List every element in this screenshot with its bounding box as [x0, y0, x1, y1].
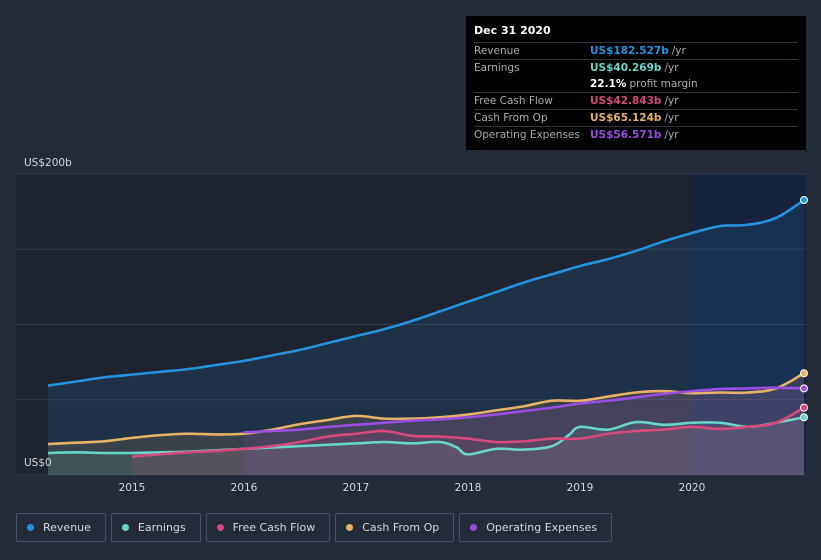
tooltip-value: 22.1%: [590, 77, 627, 90]
x-tick-label: 2019: [567, 482, 594, 494]
earnings-endpoint: [800, 413, 808, 422]
tooltip-value: US$56.571b: [590, 128, 662, 141]
tooltip-value: US$42.843b: [590, 95, 662, 108]
tooltip-unit: /yr: [664, 61, 679, 74]
x-tick-label: 2015: [119, 482, 146, 494]
tooltip-row: Free Cash Flow US$42.843b/yr: [474, 92, 798, 109]
gridlines: [16, 173, 806, 476]
tooltip-label: Revenue: [474, 44, 520, 57]
tooltip-unit: /yr: [664, 112, 679, 125]
cash-from-op-endpoint: [800, 369, 808, 378]
tooltip-label: Cash From Op: [474, 112, 548, 125]
x-tick-label: 2020: [679, 482, 706, 494]
legend-label: Cash From Op: [362, 521, 440, 534]
x-tick-label: 2017: [343, 482, 370, 494]
tooltip-row: Cash From Op US$65.124b/yr: [474, 109, 798, 126]
free-cash-flow-area: [132, 407, 804, 475]
legend-item-revenue[interactable]: Revenue: [16, 513, 106, 542]
tooltip-row: Earnings US$40.269b/yr: [474, 58, 798, 76]
tooltip-label: Earnings: [474, 61, 520, 74]
legend-dot-icon: [470, 524, 478, 531]
tooltip-row: 22.1% profit margin: [474, 76, 798, 93]
legend-item-operating-expenses[interactable]: Operating Expenses: [459, 513, 613, 542]
tooltip-value: US$182.527b: [590, 44, 669, 57]
x-tick-label: 2016: [231, 482, 258, 494]
revenue-endpoint: [800, 196, 808, 204]
tooltip-rows: Revenue US$182.527b/yr Earnings US$40.269b /…: [474, 42, 798, 143]
legend-label: Free Cash Flow: [232, 521, 316, 534]
y-axis-top-label: US$200b: [24, 157, 72, 169]
y-axis-bottom-label: US$0: [24, 457, 52, 469]
legend: Revenue Earnings Free Cash Flow Cash From O…: [16, 513, 613, 542]
legend-item-cash-from-op[interactable]: Cash From Op: [335, 513, 455, 542]
tooltip-value: US$40.269b: [590, 61, 662, 74]
legend-dot-icon: [121, 524, 129, 531]
tooltip-unit: /yr: [671, 44, 686, 57]
legend-label: Operating Expenses: [486, 521, 598, 534]
revenue-line: [47, 198, 805, 387]
free-cash-flow-line: [131, 406, 805, 458]
tooltip-unit: profit margin: [629, 77, 698, 90]
tooltip-row: Revenue US$182.527b/yr: [474, 42, 798, 59]
legend-dot-icon: [216, 524, 224, 531]
legend-dot-icon: [27, 524, 34, 531]
revenue-area: [48, 200, 804, 475]
x-tick-label: 2018: [455, 482, 482, 494]
tooltip-unit: /yr: [664, 95, 679, 108]
tooltip-date: Dec 31 2020: [474, 24, 551, 37]
legend-item-earnings[interactable]: Earnings: [110, 513, 201, 542]
tooltip-value: US$65.124b: [590, 112, 662, 125]
tooltip-label: Operating Expenses: [474, 128, 580, 141]
legend-label: Earnings: [137, 521, 186, 534]
series-endpoints: [800, 196, 808, 422]
operating-expenses-line: [243, 386, 805, 434]
tooltip-label: Free Cash Flow: [474, 95, 553, 108]
legend-item-free-cash-flow[interactable]: Free Cash Flow: [205, 513, 331, 542]
series-lines: [47, 198, 805, 458]
legend-label: Revenue: [43, 521, 91, 534]
legend-dot-icon: [346, 524, 354, 531]
tooltip-unit: /yr: [664, 128, 679, 141]
operating-expenses-area: [244, 387, 804, 475]
operating-expenses-endpoint: [800, 384, 808, 393]
tooltip-row: Operating Expenses US$56.571b/yr: [474, 125, 798, 143]
free-cash-flow-endpoint: [800, 403, 808, 412]
x-axis: 2015 2016 2017 2018 2019 2020: [119, 482, 706, 494]
tooltip: Dec 31 2020 Revenue US$182.527b/yr Earning…: [466, 16, 806, 150]
